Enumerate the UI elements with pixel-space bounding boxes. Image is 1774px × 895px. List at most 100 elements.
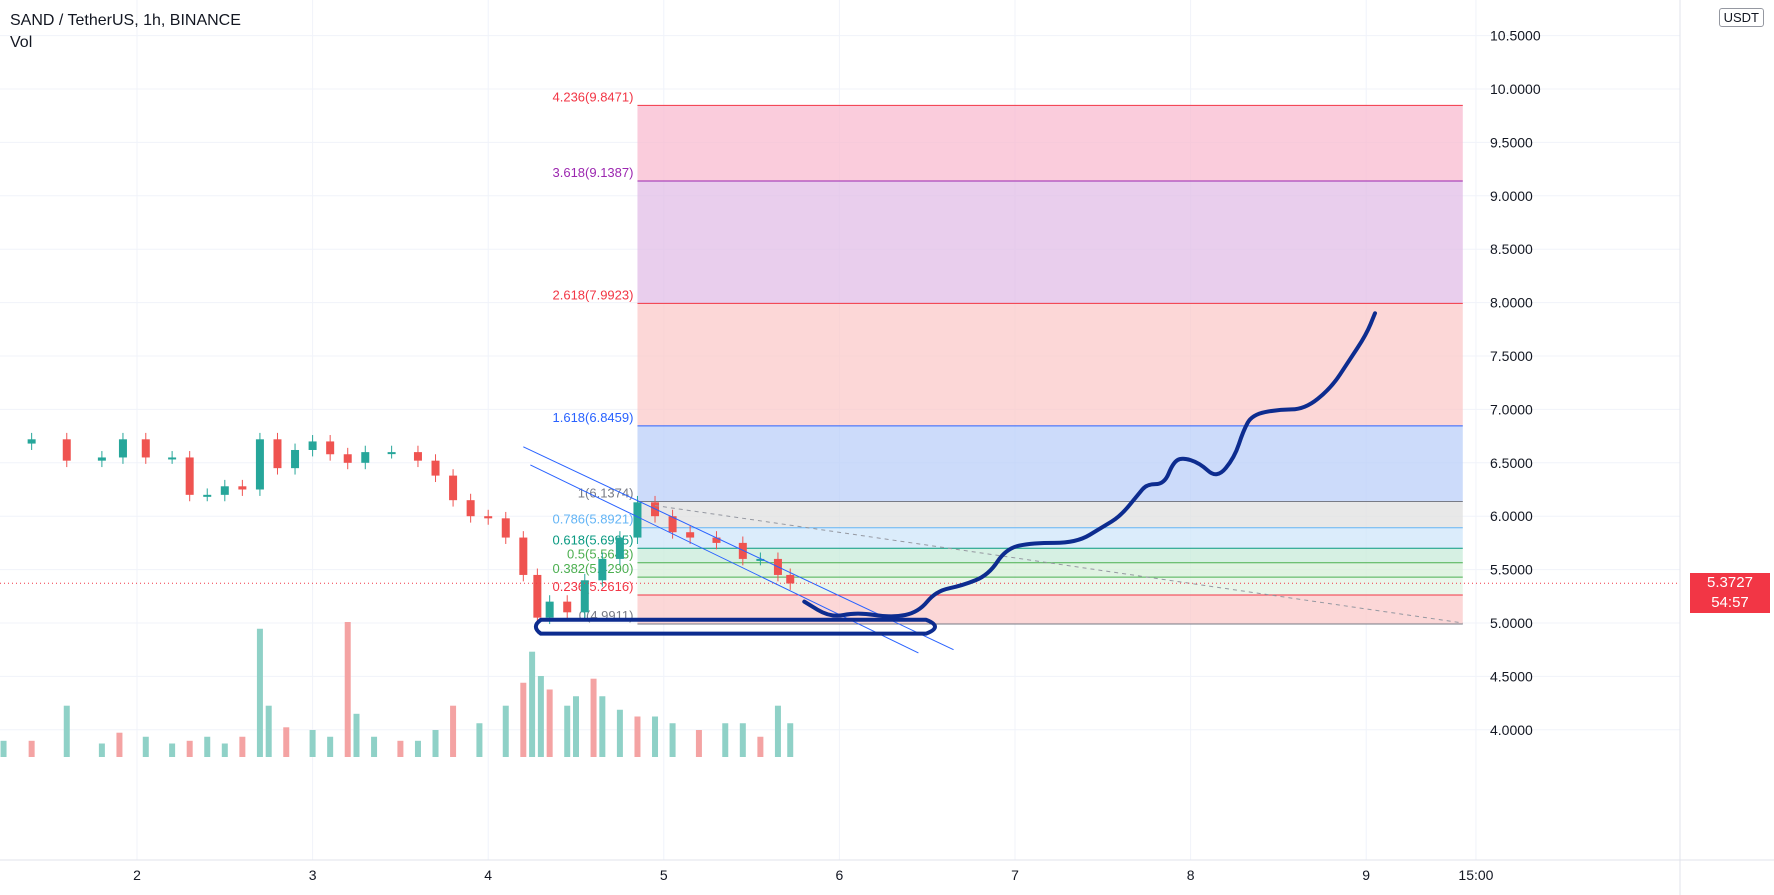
fib-zone <box>637 562 1463 578</box>
volume-bar <box>739 723 746 757</box>
volume-bar <box>353 713 360 757</box>
candle-body <box>27 439 36 444</box>
fib-level-label: 2.618(7.9923) <box>553 287 634 302</box>
y-axis-ticks: 4.0000 4.5000 5.0000 5.5000 6.0000 6.5000 7.00… <box>1490 28 1541 738</box>
volume-bar <box>616 709 623 757</box>
volume-bar <box>476 723 483 757</box>
volume-bar <box>0 740 7 757</box>
volume-bar <box>546 689 553 757</box>
fib-level-label: 0.236(5.2616) <box>553 579 634 594</box>
volume-bar <box>695 730 702 757</box>
candle-body <box>580 580 589 613</box>
currency-badge[interactable]: USDT <box>1718 8 1764 27</box>
candle-body <box>97 457 106 461</box>
candle-body <box>141 439 150 458</box>
candle-body <box>308 441 317 450</box>
volume-bar <box>221 743 228 757</box>
candle-body <box>615 537 624 559</box>
volume-bar <box>239 736 246 757</box>
candle-body <box>712 537 721 543</box>
volume-bar <box>265 705 272 757</box>
x-axis-ticks: 2 3 4 5 6 7 8 9 15:00 <box>133 867 1494 883</box>
fibonacci-extension[interactable]: 4.236(9.8471) 3.618(9.1387) 2.618(7.9923) 1… <box>553 89 1463 625</box>
candle-body <box>484 516 493 519</box>
fib-level-label: 4.236(9.8471) <box>553 89 634 104</box>
fib-level-label: 0.382(5.4290) <box>553 561 634 576</box>
volume-bar <box>28 740 35 757</box>
volume-bar <box>432 730 439 757</box>
candle-body <box>738 542 747 559</box>
candle-body <box>185 457 194 495</box>
volume-bar <box>327 736 334 757</box>
candle-body <box>343 454 352 463</box>
candle-body <box>238 486 247 490</box>
volume-bar <box>757 736 764 757</box>
candle-body <box>668 516 677 533</box>
dashed-trend-line <box>654 505 1463 624</box>
volume-bar <box>309 730 316 757</box>
volume-bar <box>98 743 105 757</box>
fib-zone <box>637 425 1463 502</box>
y-tick-label: 8.5000 <box>1490 241 1533 257</box>
candle-body <box>598 558 607 581</box>
fib-level-label: 0.618(5.6995) <box>553 532 634 547</box>
volume-bar <box>787 723 794 757</box>
candle-body <box>756 558 765 561</box>
volume-bar <box>283 727 290 757</box>
fib-level-label: 0.786(5.8921) <box>553 512 634 527</box>
y-tick-label: 5.0000 <box>1490 615 1533 631</box>
y-tick-label: 9.5000 <box>1490 134 1533 150</box>
y-tick-label: 7.0000 <box>1490 401 1533 417</box>
volume-bar <box>502 705 509 757</box>
candle-body <box>519 537 528 575</box>
y-tick-label: 6.0000 <box>1490 508 1533 524</box>
volume-bar <box>116 732 123 757</box>
candle-body <box>501 518 510 538</box>
last-price-badge: 5.3727 <box>1690 573 1770 594</box>
candle-body <box>449 475 458 501</box>
candle-body <box>387 452 396 455</box>
drawings[interactable] <box>0 311 1680 654</box>
volume-bar <box>169 743 176 757</box>
volume-bar <box>256 628 263 757</box>
volume-bar <box>599 696 606 757</box>
candle-body <box>168 457 177 460</box>
hand-drawn-ellipse <box>533 617 937 636</box>
volume-bars <box>0 622 794 757</box>
x-tick-label: 8 <box>1187 867 1195 883</box>
volume-bar <box>634 716 641 757</box>
volume-bar <box>371 736 378 757</box>
x-tick-label: 2 <box>133 867 141 883</box>
y-tick-label: 4.5000 <box>1490 668 1533 684</box>
volume-bar <box>414 740 421 757</box>
x-tick-label: 9 <box>1362 867 1370 883</box>
volume-bar <box>204 736 211 757</box>
candle-body <box>466 500 475 517</box>
y-tick-label: 10.5000 <box>1490 28 1541 44</box>
y-tick-label: 8.0000 <box>1490 295 1533 311</box>
volume-bar <box>529 651 536 757</box>
volume-bar <box>537 676 544 757</box>
candle-body <box>563 601 572 613</box>
x-tick-label: 4 <box>484 867 492 883</box>
countdown-badge: 54:57 <box>1690 593 1770 614</box>
fib-level-label: 1.618(6.8459) <box>553 410 634 425</box>
volume-bar <box>590 678 597 757</box>
y-tick-label: 10.0000 <box>1490 81 1541 97</box>
candle-body <box>291 449 300 469</box>
candle-body <box>545 601 554 618</box>
y-tick-label: 7.5000 <box>1490 348 1533 364</box>
fib-zone <box>637 105 1463 181</box>
candle-body <box>326 441 335 455</box>
fib-zone <box>637 180 1463 304</box>
y-tick-label: 5.5000 <box>1490 562 1533 578</box>
candle-body <box>633 502 642 538</box>
candle-body <box>62 439 71 461</box>
volume-bar <box>397 740 404 757</box>
candle-body <box>220 486 229 495</box>
fib-zone <box>637 303 1463 426</box>
volume-bar <box>186 740 193 757</box>
fib-level-label: 3.618(9.1387) <box>553 165 634 180</box>
